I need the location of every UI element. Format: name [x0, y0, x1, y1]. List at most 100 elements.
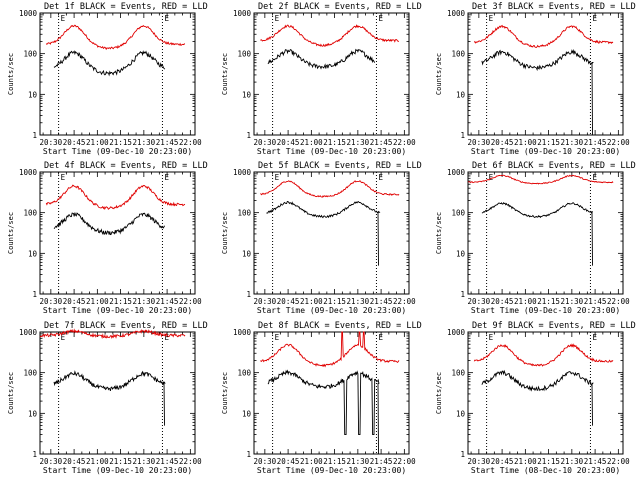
panel-det-2: Det 2f BLACK = Events, RED = LLD 1 10 100 10…: [221, 2, 422, 156]
plot-frame: [39, 12, 196, 136]
x-tick-label: 21:30: [133, 138, 156, 147]
panel-title: Det 2f BLACK = Events, RED = LLD: [258, 2, 422, 12]
event-flag: E: [164, 173, 169, 182]
x-tick-label: 21:45: [370, 457, 393, 466]
y-tick-label: 1: [32, 131, 37, 140]
x-tick-label: 21:00: [300, 138, 323, 147]
x-tick-label: 20:30: [40, 457, 63, 466]
y-tick-label: 1000: [233, 9, 252, 18]
panel-title: Det 4f BLACK = Events, RED = LLD: [44, 161, 208, 171]
y-axis-label: Counts/sec: [7, 212, 15, 254]
x-tick-label: 22:00: [393, 457, 416, 466]
event-flag: E: [592, 173, 597, 182]
events-rate-line: [266, 201, 381, 266]
event-flag: E: [592, 14, 597, 23]
x-axis-label: Start Time (09-Dec-10 20:23:00): [471, 147, 620, 156]
event-flag: E: [61, 173, 66, 182]
y-tick-label: 10: [242, 90, 252, 99]
x-tick-label: 20:30: [254, 457, 277, 466]
event-flag: E: [61, 333, 66, 342]
event-flag: E: [489, 173, 494, 182]
lld-rate-line: [260, 24, 399, 47]
y-tick-label: 10: [456, 90, 466, 99]
x-tick-label: 22:00: [393, 297, 416, 306]
x-tick-label: 20:45: [63, 457, 86, 466]
events-rate-line: [53, 212, 165, 236]
y-tick-label: 10: [28, 409, 38, 418]
y-tick-label: 10: [456, 409, 466, 418]
lld-rate-line: [45, 24, 186, 51]
x-tick-label: 21:30: [347, 457, 370, 466]
x-tick-label: 21:30: [347, 138, 370, 147]
y-tick-label: 1000: [447, 168, 466, 177]
y-tick-label: 1: [460, 131, 465, 140]
lld-rate-line: [39, 328, 186, 340]
x-tick-label: 21:30: [347, 297, 370, 306]
x-tick-label: 21:30: [561, 297, 584, 306]
plot-frame: [39, 171, 196, 295]
x-tick-label: 21:00: [514, 138, 537, 147]
y-tick-label: 100: [237, 369, 251, 378]
x-axis-label: Start Time (09-Dec-10 20:23:00): [257, 306, 406, 315]
y-tick-label: 100: [23, 209, 37, 218]
x-tick-label: 21:15: [323, 457, 346, 466]
x-axis-label: Start Time (09-Dec-10 20:23:00): [43, 466, 192, 475]
x-tick-label: 22:00: [393, 138, 416, 147]
event-flag: E: [61, 14, 66, 23]
event-flag: E: [164, 333, 169, 342]
x-tick-label: 21:30: [133, 297, 156, 306]
events-rate-line: [53, 370, 166, 426]
y-tick-label: 100: [451, 209, 465, 218]
x-tick-label: 21:15: [109, 297, 132, 306]
y-tick-label: 10: [242, 249, 252, 258]
events-rate-line: [267, 369, 380, 455]
y-axis-label: Counts/sec: [7, 372, 15, 414]
event-flag: E: [489, 333, 494, 342]
y-tick-label: 100: [237, 50, 251, 59]
lld-rate-line: [473, 343, 614, 367]
x-tick-label: 21:45: [370, 138, 393, 147]
x-tick-label: 21:30: [561, 138, 584, 147]
event-flag: E: [378, 14, 383, 23]
x-tick-label: 22:00: [607, 297, 630, 306]
y-axis-label: Counts/sec: [7, 53, 15, 95]
y-tick-label: 1: [460, 450, 465, 459]
events-rate-line: [481, 48, 594, 136]
panel-det-5: Det 5f BLACK = Events, RED = LLD 1 10 100 10…: [221, 161, 422, 315]
x-tick-label: 21:45: [156, 138, 179, 147]
x-tick-label: 20:45: [277, 138, 300, 147]
y-tick-label: 100: [23, 369, 37, 378]
x-tick-label: 20:30: [468, 457, 491, 466]
x-tick-label: 21:15: [109, 457, 132, 466]
x-tick-label: 21:15: [537, 457, 560, 466]
x-tick-label: 20:45: [491, 297, 514, 306]
panel-title: Det 6f BLACK = Events, RED = LLD: [472, 161, 636, 171]
y-tick-label: 1000: [233, 168, 252, 177]
lld-rate-line: [473, 24, 614, 48]
x-tick-label: 21:00: [86, 297, 109, 306]
panel-title: Det 9f BLACK = Events, RED = LLD: [472, 321, 636, 331]
y-tick-label: 1000: [19, 168, 38, 177]
lld-rate-line: [260, 180, 400, 198]
plot-frame: [467, 12, 624, 136]
x-tick-label: 21:15: [323, 297, 346, 306]
x-tick-label: 20:30: [468, 138, 491, 147]
y-axis-label: Counts/sec: [435, 53, 443, 95]
x-tick-label: 21:45: [156, 297, 179, 306]
y-tick-label: 1000: [19, 328, 38, 337]
x-axis-label: Start Time (09-Dec-10 20:23:00): [43, 306, 192, 315]
y-tick-label: 10: [456, 249, 466, 258]
x-tick-label: 21:15: [323, 138, 346, 147]
y-axis-label: Counts/sec: [221, 212, 229, 254]
x-tick-label: 21:45: [584, 457, 607, 466]
x-tick-label: 21:00: [86, 138, 109, 147]
panel-det-1: Det 1f BLACK = Events, RED = LLD 1 10 100 10…: [7, 2, 208, 156]
x-tick-label: 21:45: [584, 138, 607, 147]
y-axis-label: Counts/sec: [435, 372, 443, 414]
event-flag: E: [275, 14, 280, 23]
y-tick-label: 1: [460, 290, 465, 299]
y-tick-label: 1000: [19, 9, 38, 18]
x-tick-label: 21:30: [133, 457, 156, 466]
x-tick-label: 20:45: [63, 297, 86, 306]
